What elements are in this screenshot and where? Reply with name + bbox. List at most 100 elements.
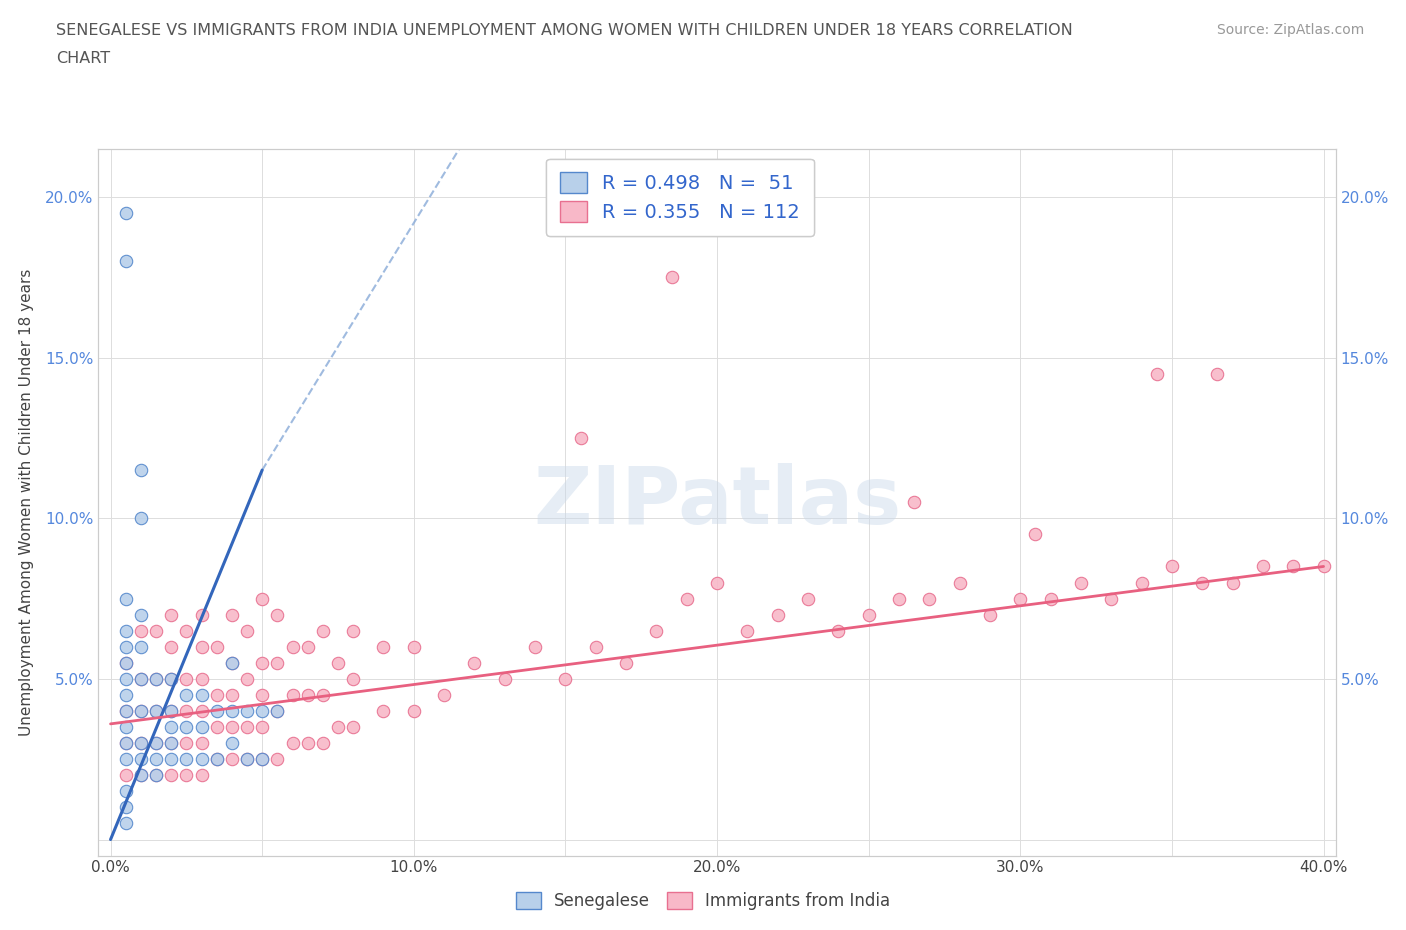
Point [250,591,273,606]
Point [1222,575,1244,590]
Point [114,704,136,719]
Point [160,671,183,686]
Point [463,656,485,671]
Point [114,254,136,269]
Legend: R = 0.498   N =  51, R = 0.355   N = 112: R = 0.498 N = 51, R = 0.355 N = 112 [546,158,814,236]
Point [281,736,304,751]
Point [675,591,697,606]
Point [129,768,152,783]
Point [569,431,592,445]
Point [221,704,243,719]
Point [176,751,198,766]
Point [524,639,547,654]
Point [160,671,183,686]
Point [129,623,152,638]
Point [858,607,880,622]
Point [918,591,941,606]
Point [1146,366,1168,381]
Point [145,671,167,686]
Point [297,639,319,654]
Point [176,704,198,719]
Point [160,751,183,766]
Point [766,607,789,622]
Point [145,671,167,686]
Point [342,623,364,638]
Point [827,623,849,638]
Point [266,751,288,766]
Point [205,704,228,719]
Point [114,720,136,735]
Point [190,671,212,686]
Point [114,751,136,766]
Point [312,623,335,638]
Point [145,623,167,638]
Point [221,736,243,751]
Point [236,671,259,686]
Point [114,656,136,671]
Point [1206,366,1229,381]
Point [250,656,273,671]
Point [250,751,273,766]
Point [221,656,243,671]
Point [221,656,243,671]
Point [281,687,304,702]
Point [176,768,198,783]
Point [236,751,259,766]
Point [1130,575,1153,590]
Point [205,720,228,735]
Point [494,671,516,686]
Point [312,687,335,702]
Point [236,704,259,719]
Point [160,639,183,654]
Legend: Senegalese, Immigrants from India: Senegalese, Immigrants from India [509,885,897,917]
Point [190,751,212,766]
Point [402,704,425,719]
Point [1161,559,1184,574]
Point [402,639,425,654]
Point [236,751,259,766]
Point [129,607,152,622]
Point [160,704,183,719]
Point [190,736,212,751]
Point [145,736,167,751]
Point [797,591,820,606]
Point [433,687,456,702]
Point [614,656,637,671]
Point [114,736,136,751]
Point [266,656,288,671]
Point [176,720,198,735]
Point [221,687,243,702]
Point [205,639,228,654]
Point [160,704,183,719]
Point [176,623,198,638]
Point [145,704,167,719]
Point [949,575,972,590]
Point [114,656,136,671]
Point [373,704,395,719]
Point [190,704,212,719]
Point [160,736,183,751]
Point [176,671,198,686]
Point [281,639,304,654]
Point [250,687,273,702]
Point [190,687,212,702]
Point [297,736,319,751]
Point [737,623,759,638]
Point [373,639,395,654]
Point [129,639,152,654]
Point [145,704,167,719]
Point [114,816,136,830]
Point [205,751,228,766]
Point [1024,527,1046,542]
Point [145,736,167,751]
Point [250,751,273,766]
Point [342,671,364,686]
Point [1010,591,1032,606]
Point [554,671,576,686]
Point [114,206,136,220]
Point [145,751,167,766]
Point [266,607,288,622]
Text: Source: ZipAtlas.com: Source: ZipAtlas.com [1216,23,1364,37]
Point [114,800,136,815]
Point [176,736,198,751]
